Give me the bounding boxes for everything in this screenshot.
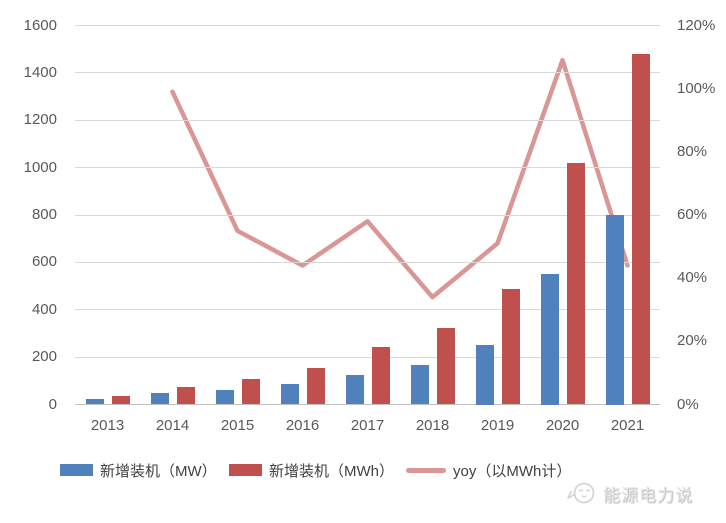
gridline	[75, 214, 660, 216]
bar-mw-2014	[150, 393, 169, 405]
legend-item-mw: 新增装机（MW）	[60, 460, 217, 480]
gridline	[75, 261, 660, 263]
x-axis-label-2013: 2013	[90, 417, 125, 434]
legend-item-yoy: yoy（以MWh计）	[406, 460, 571, 480]
bar-mwh-2015	[241, 379, 260, 405]
legend: 新增装机（MW） 新增装机（MWh） yoy（以MWh计）	[0, 460, 726, 480]
y-axis-left-tick: 1200	[23, 111, 57, 129]
gridline	[75, 309, 660, 311]
gridline	[75, 119, 660, 121]
x-axis-label-2019: 2019	[480, 417, 515, 434]
y-axis-left-tick: 1000	[23, 158, 57, 176]
bar-mw-2017	[345, 374, 364, 405]
bar-mw-2021	[605, 215, 624, 405]
bar-mwh-2013	[111, 395, 130, 405]
y-axis-left-tick: 1400	[23, 63, 57, 81]
bar-mwh-2016	[306, 368, 325, 405]
y-axis-right-tick: 100%	[677, 79, 716, 97]
y-axis-left-tick: 200	[31, 348, 57, 366]
gridline	[75, 356, 660, 358]
x-axis-label-2018: 2018	[415, 417, 450, 434]
legend-label-yoy: yoy（以MWh计）	[453, 462, 572, 480]
y-axis-right-tick: 0%	[677, 395, 699, 413]
bar-mwh-2017	[371, 346, 390, 405]
legend-swatch-yoy-line-icon	[406, 467, 446, 473]
watermark: 能源电力说	[566, 479, 693, 507]
bar-mw-2013	[85, 399, 104, 405]
gridline	[75, 167, 660, 169]
x-axis-label-2020: 2020	[545, 417, 580, 434]
y-axis-right-tick: 20%	[677, 332, 708, 350]
bar-mw-2019	[475, 345, 494, 405]
legend-swatch-mw-icon	[60, 464, 93, 476]
x-axis-label-2015: 2015	[220, 417, 255, 434]
bar-mwh-2020	[566, 162, 585, 405]
x-axis-label-2016: 2016	[285, 417, 320, 434]
gridline	[75, 25, 660, 26]
y-axis-left-tick: 400	[31, 300, 57, 318]
legend-label-mw: 新增装机（MW）	[100, 462, 217, 480]
y-axis-right-tick: 80%	[677, 142, 708, 160]
bar-mwh-2019	[501, 288, 520, 405]
y-axis-right-tick: 60%	[677, 206, 708, 223]
bar-mwh-2014	[176, 387, 195, 405]
legend-swatch-mwh-icon	[229, 464, 262, 476]
x-axis-line	[75, 404, 660, 405]
y-axis-right-tick: 40%	[677, 269, 708, 287]
bar-mw-2018	[410, 365, 429, 405]
bar-mw-2016	[280, 384, 299, 405]
x-axis-label-2017: 2017	[350, 417, 385, 434]
bar-mw-2020	[540, 274, 559, 405]
legend-item-mwh: 新增装机（MWh）	[229, 460, 394, 480]
x-axis-label-2014: 2014	[155, 417, 190, 434]
y-axis-left-tick: 600	[31, 253, 57, 271]
bird-face-logo-icon	[567, 482, 595, 504]
legend-label-mwh: 新增装机（MWh）	[269, 462, 394, 480]
y-axis-right-tick: 120%	[677, 16, 716, 34]
y-axis-left-tick: 800	[31, 206, 57, 223]
bar-mwh-2018	[436, 327, 455, 405]
x-axis-label-2021: 2021	[610, 417, 645, 434]
y-axis-left-tick: 0	[48, 395, 57, 413]
bar-mw-2015	[215, 390, 234, 405]
watermark-text: 能源电力说	[603, 485, 693, 505]
y-axis-left-tick: 1600	[23, 16, 57, 34]
bar-mwh-2021	[631, 54, 650, 405]
gridline	[75, 72, 660, 74]
